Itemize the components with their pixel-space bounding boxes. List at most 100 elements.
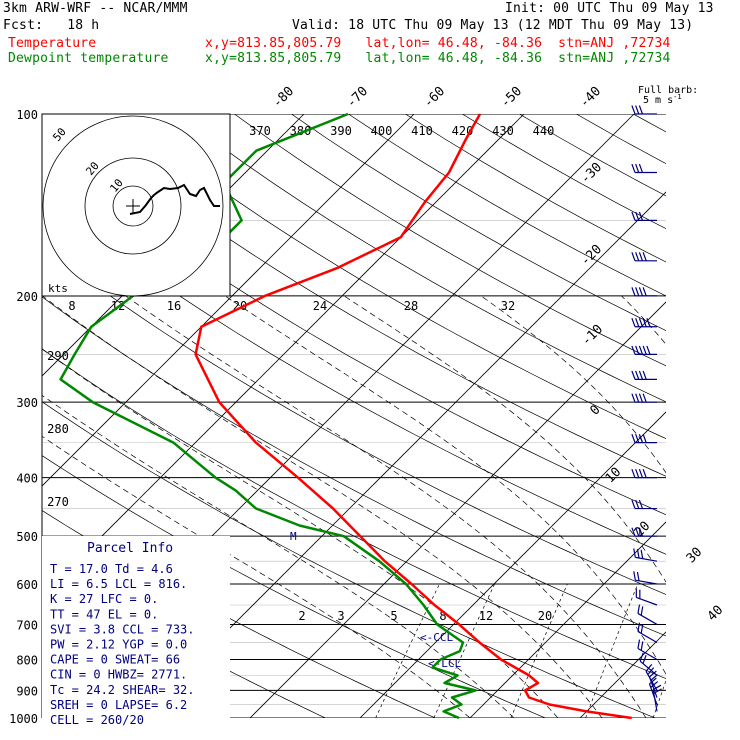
hodograph-trace <box>129 183 220 215</box>
moist-adiabat <box>42 435 471 718</box>
moist-adiabat <box>42 394 515 718</box>
theta-left-label: 270 <box>47 495 69 509</box>
wind-barb <box>631 318 657 328</box>
chart-annotation: M <box>290 530 297 543</box>
isotherm-label: -40 <box>577 84 604 111</box>
mixing-ratio-label: 5 <box>390 609 397 623</box>
barb-legend-line1: Full barb: <box>638 85 698 96</box>
wind-barb <box>648 670 659 698</box>
isotherm-label: 20 <box>632 519 654 541</box>
wind-barb <box>631 252 657 262</box>
isotherm-line <box>139 191 666 718</box>
pressure-label: 800 <box>16 653 38 667</box>
pressure-label: 200 <box>16 290 38 304</box>
wind-barb <box>635 588 658 606</box>
theta-label: 440 <box>533 124 555 138</box>
isotherm-line <box>469 521 666 718</box>
pressure-label: 1000 <box>9 712 38 726</box>
hodograph-ring <box>112 185 154 227</box>
model-title: 3km ARW-WRF -- NCAR/MMM <box>3 1 188 16</box>
parcel-row: PW = 2.12 YGP = 0.0 <box>50 638 187 652</box>
parcel-row: K = 27 LFC = 0. <box>50 592 158 606</box>
chart-annotation: <-LCL <box>428 657 461 670</box>
wind-barb <box>633 548 658 562</box>
dry-adiabat <box>42 348 666 679</box>
parcel-row: T = 17.0 Td = 4.6 <box>50 562 173 576</box>
wind-barb <box>631 468 657 479</box>
wind-barb <box>631 499 657 510</box>
isotherm-label: -20 <box>578 242 605 269</box>
isotherm-label: -80 <box>270 84 297 111</box>
pressure-axis-labels: 100 200 300 400 500 600 700 800 900 1000 <box>9 108 38 726</box>
parcel-info-box: Parcel Info T = 17.0 Td = 4.6LI = 6.5 LC… <box>42 536 230 727</box>
forecast-hour: Fcst: 18 h <box>3 18 100 33</box>
mixing-ratio-label: 20 <box>538 609 552 623</box>
dry-adiabat <box>42 401 656 718</box>
moist-adiabat <box>480 295 666 474</box>
pressure-label: 300 <box>16 396 38 410</box>
moist-adiabat <box>42 295 603 718</box>
hodograph-axis-tick: 28 <box>404 299 418 313</box>
dry-adiabat <box>234 114 666 367</box>
wind-barb <box>637 622 658 644</box>
parcel-row: TT = 47 EL = 0. <box>50 607 158 621</box>
parcel-row: CELL = 260/20 <box>50 713 144 727</box>
moist-adiabat <box>125 295 647 718</box>
wind-barb <box>631 433 657 444</box>
hodograph-axis-tick: 8 <box>68 299 75 313</box>
isotherm-label: -60 <box>421 84 448 111</box>
dry-adiabat <box>177 114 666 403</box>
dry-adiabat <box>348 114 666 297</box>
pressure-label: 400 <box>16 472 38 486</box>
temperature-curve <box>194 113 632 720</box>
mixing-ratio-label: 8 <box>439 609 446 623</box>
init-time: Init: 00 UTC Thu 09 May 13 <box>505 1 714 16</box>
wind-barbs <box>631 105 662 712</box>
dewpoint-location: x,y=813.85,805.79 lat,lon= 46.48, -84.36… <box>205 51 671 66</box>
theta-label: 390 <box>330 124 352 138</box>
chart-annotation: <-CCL <box>420 631 453 644</box>
isotherm-label: -30 <box>578 160 605 187</box>
wind-barb <box>631 345 657 355</box>
dewpoint-legend: Dewpoint temperature <box>8 51 169 66</box>
mixing-ratio-line <box>585 583 639 718</box>
parcel-row: SVI = 3.8 CCL = 733. <box>50 622 195 636</box>
theta-label: 430 <box>492 124 514 138</box>
dry-adiabat <box>291 114 666 331</box>
mixing-ratio-label: 3 <box>337 609 344 623</box>
temperature-legend: Temperature <box>8 36 97 51</box>
dry-adiabat <box>42 194 666 555</box>
dry-adiabat <box>576 114 666 165</box>
pressure-label: 600 <box>16 578 38 592</box>
barb-legend-line2: 5 m s-1 <box>643 93 682 106</box>
isotherm-label: 30 <box>684 545 706 567</box>
theta-label: 370 <box>249 124 271 138</box>
isotherm-line <box>359 411 666 718</box>
isotherm-label: -70 <box>344 84 371 111</box>
mixing-ratio-line <box>652 679 666 718</box>
pressure-label: 500 <box>16 530 38 544</box>
isotherm-line <box>249 301 666 718</box>
moist-adiabat <box>343 295 666 583</box>
isotherm-label: 0 <box>587 402 603 418</box>
dry-adiabat <box>462 114 666 230</box>
pressure-label: 100 <box>16 108 38 122</box>
dry-adiabat <box>690 114 740 718</box>
pressure-label: 900 <box>16 684 38 698</box>
pressure-label: 700 <box>16 618 38 632</box>
mixing-ratio-line <box>510 583 568 718</box>
mixing-ratio-label: 12 <box>479 609 493 623</box>
mixing-ratio-line <box>433 583 495 718</box>
hodograph-ring <box>42 115 224 297</box>
isotherm-label: 40 <box>705 603 727 625</box>
valid-time: Valid: 18 UTC Thu 09 May 13 (12 MDT Thu … <box>292 18 694 33</box>
wind-barb <box>637 604 658 625</box>
dry-adiabat <box>42 144 666 516</box>
wind-barb <box>631 370 657 380</box>
isotherm-label: -10 <box>579 322 606 349</box>
hodograph: 10 20 50 kts <box>41 113 231 297</box>
wind-barb <box>631 105 657 115</box>
isotherm-line <box>690 114 740 718</box>
wind-barb <box>631 211 657 221</box>
hodograph-ring <box>84 157 182 255</box>
